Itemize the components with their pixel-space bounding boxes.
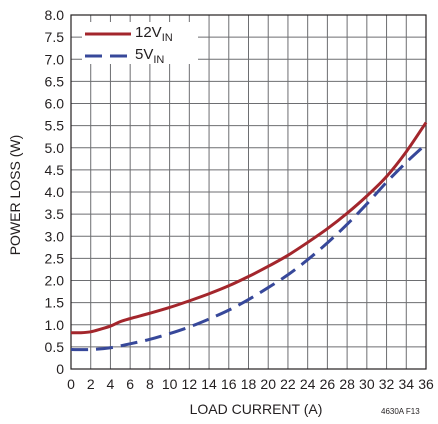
y-tick-label-16: 8.0 (45, 7, 65, 23)
legend-label-5vin: 5VIN (135, 46, 164, 66)
legend-label-12vin-main: 12V (135, 24, 162, 41)
y-tick-label-8: 4.0 (45, 184, 65, 200)
y-tick-label-6: 3.0 (45, 228, 65, 244)
x-tick-label-17: 34 (398, 376, 414, 392)
y-tick-label-2: 1.0 (45, 317, 65, 333)
legend-label-12vin-sub: IN (162, 32, 173, 44)
x-tick-label-7: 14 (201, 376, 217, 392)
y-axis-label: POWER LOSS (W) (7, 135, 23, 256)
y-tick-label-11: 5.5 (45, 118, 65, 134)
y-tick-label-9: 4.5 (45, 162, 65, 178)
x-tick-label-9: 18 (241, 376, 257, 392)
x-tick-label-12: 24 (300, 376, 316, 392)
plot-frame (70, 14, 427, 370)
x-axis-label: LOAD CURRENT (A) (190, 401, 323, 417)
x-tick-label-11: 22 (280, 376, 296, 392)
legend: 12VIN 5VIN (82, 22, 198, 66)
legend-label-12vin: 12VIN (135, 24, 173, 44)
x-tick-label-10: 20 (260, 376, 276, 392)
y-tick-label-7: 3.5 (45, 206, 65, 222)
figure-id: 4630A F13 (381, 407, 420, 416)
series-line-5vin (70, 143, 428, 352)
y-tick-label-12: 6.0 (45, 96, 65, 112)
tick-labels: 0 2 4 6 8 10 12 14 16 18 20 22 24 26 28 30 32 34 3600.51.0… (45, 7, 434, 392)
x-tick-label-1: 2 (87, 376, 95, 392)
y-tick-label-0: 0 (56, 361, 64, 377)
y-tick-label-4: 2.0 (45, 273, 65, 289)
legend-label-5vin-main: 5V (135, 46, 153, 63)
y-tick-label-15: 7.5 (45, 29, 65, 45)
legend-label-5vin-sub: IN (153, 54, 164, 66)
series-line-12vin (70, 121, 428, 335)
x-tick-label-18: 36 (418, 376, 434, 392)
x-tick-label-16: 32 (379, 376, 395, 392)
x-tick-label-13: 26 (320, 376, 336, 392)
x-tick-label-0: 0 (67, 376, 75, 392)
y-tick-label-14: 7.0 (45, 51, 65, 67)
x-tick-label-3: 6 (126, 376, 134, 392)
x-tick-label-8: 16 (221, 376, 237, 392)
series-layer (70, 121, 428, 352)
y-tick-label-1: 0.5 (45, 339, 65, 355)
x-tick-label-15: 30 (359, 376, 375, 392)
y-tick-label-3: 1.5 (45, 295, 65, 311)
y-tick-label-10: 5.0 (45, 140, 65, 156)
x-tick-label-14: 28 (339, 376, 355, 392)
grid (70, 14, 427, 370)
x-tick-label-4: 8 (146, 376, 154, 392)
x-tick-label-5: 10 (162, 376, 178, 392)
x-tick-label-2: 4 (107, 376, 115, 392)
y-tick-label-13: 6.5 (45, 73, 65, 89)
y-tick-label-5: 2.5 (45, 250, 65, 266)
x-tick-label-6: 12 (182, 376, 198, 392)
